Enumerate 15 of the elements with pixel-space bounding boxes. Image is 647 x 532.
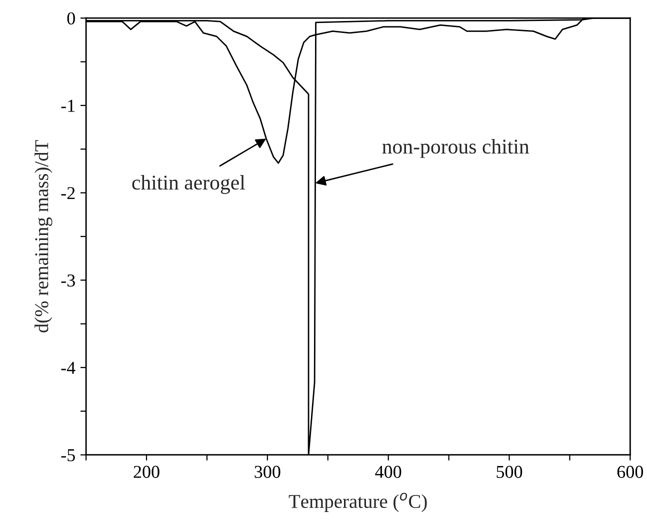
- y-tick-label: 0: [67, 12, 75, 25]
- y-tick-label: -3: [61, 274, 75, 287]
- y-tick-label: -2: [61, 187, 75, 200]
- x-tick-label: 200: [134, 466, 160, 478]
- annotation: non-porous chitin: [382, 139, 530, 158]
- y-tick-label: -5: [61, 449, 75, 462]
- x-tick-label: 600: [617, 466, 644, 478]
- x-axis-title: Temperature ($^{o}$C): [288, 492, 427, 512]
- x-tick-label: 400: [375, 466, 402, 478]
- x-tick-label: 500: [496, 466, 522, 478]
- annotation: chitin aerogel: [132, 174, 245, 194]
- x-tick-label: 300: [254, 466, 280, 478]
- y-tick-label: -1: [61, 100, 75, 112]
- y-axis-title: d(% remaining mass)/dT: [34, 140, 52, 332]
- y-tick-label: -4: [61, 362, 76, 374]
